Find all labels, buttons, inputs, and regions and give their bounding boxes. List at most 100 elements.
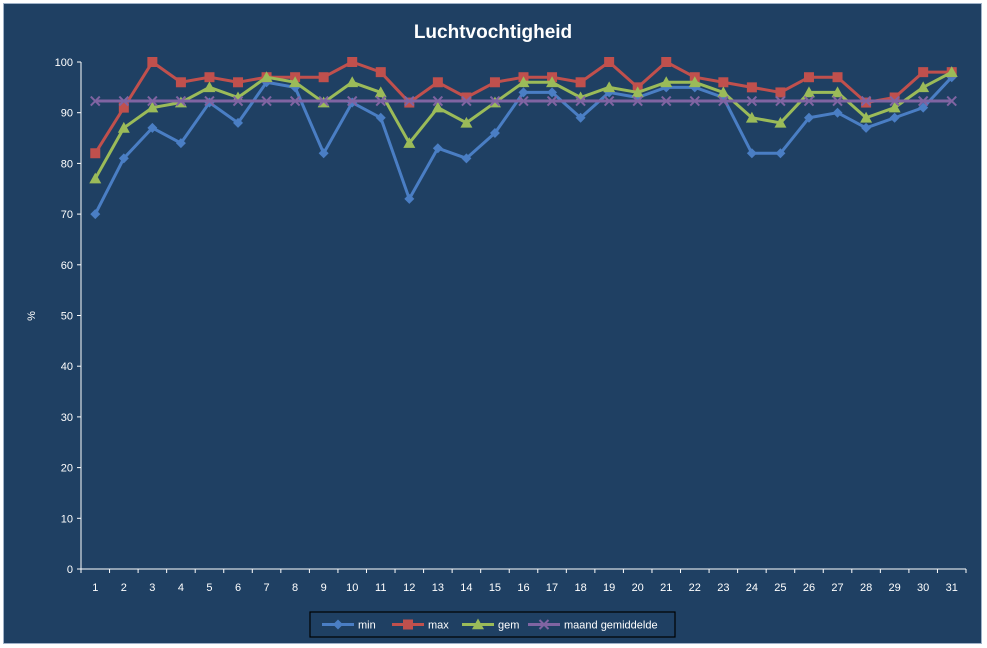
data-point bbox=[746, 148, 757, 159]
data-point bbox=[575, 77, 586, 88]
data-point bbox=[403, 137, 416, 148]
y-tick-label: 0 bbox=[67, 564, 73, 576]
data-point bbox=[746, 95, 758, 107]
data-point bbox=[375, 112, 386, 123]
data-point bbox=[118, 153, 129, 164]
chart-title: Luchtvochtigheid bbox=[414, 22, 572, 43]
data-point bbox=[90, 95, 101, 107]
x-tick-label: 14 bbox=[460, 582, 472, 594]
legend-label: max bbox=[428, 620, 449, 632]
y-tick-label: 70 bbox=[61, 209, 73, 221]
x-tick-label: 5 bbox=[206, 582, 212, 594]
data-point bbox=[745, 111, 758, 123]
x-tick-label: 2 bbox=[121, 582, 127, 594]
data-point bbox=[175, 77, 186, 88]
data-point bbox=[147, 95, 158, 107]
data-point bbox=[347, 57, 358, 67]
data-point bbox=[632, 95, 643, 107]
x-tick-label: 20 bbox=[632, 582, 644, 594]
data-point bbox=[831, 86, 844, 98]
data-point bbox=[603, 81, 616, 93]
data-point bbox=[261, 95, 272, 107]
legend: min max gem maand gemiddelde bbox=[309, 611, 676, 638]
x-tick-label: 7 bbox=[264, 582, 270, 594]
data-point bbox=[631, 86, 644, 98]
data-point bbox=[860, 95, 872, 107]
data-point bbox=[832, 95, 843, 107]
x-tick-label: 27 bbox=[831, 582, 843, 594]
data-point bbox=[404, 95, 415, 107]
data-point bbox=[575, 95, 586, 107]
legend-label: min bbox=[358, 620, 376, 632]
data-point bbox=[90, 209, 101, 220]
y-tick-label: 90 bbox=[61, 108, 73, 120]
data-point bbox=[660, 76, 673, 88]
y-tick-label: 60 bbox=[61, 260, 73, 272]
data-point bbox=[717, 86, 730, 98]
data-point bbox=[347, 95, 358, 107]
data-point bbox=[90, 148, 101, 159]
data-point bbox=[746, 82, 757, 93]
y-axis-label: % bbox=[26, 311, 38, 321]
data-point bbox=[803, 95, 815, 107]
data-point bbox=[404, 193, 415, 204]
y-tick-label: 40 bbox=[61, 361, 73, 373]
data-point bbox=[374, 86, 387, 98]
y-tick-label: 80 bbox=[61, 158, 73, 170]
series-maand-gemiddelde bbox=[90, 95, 957, 107]
x-tick-label: 21 bbox=[660, 582, 672, 594]
x-tick-label: 29 bbox=[889, 582, 901, 594]
x-tick-label: 15 bbox=[489, 582, 501, 594]
data-point bbox=[803, 112, 814, 123]
y-tick-label: 100 bbox=[55, 57, 73, 69]
y-tick-label: 50 bbox=[61, 311, 73, 323]
data-point bbox=[89, 172, 102, 184]
data-point bbox=[661, 95, 672, 107]
data-point bbox=[118, 95, 130, 107]
data-point bbox=[517, 76, 530, 88]
data-point bbox=[375, 67, 386, 78]
data-point bbox=[175, 138, 186, 149]
data-point bbox=[260, 71, 273, 83]
data-point bbox=[318, 148, 329, 159]
data-point bbox=[861, 122, 872, 133]
data-point bbox=[432, 143, 443, 154]
data-point bbox=[147, 122, 158, 133]
series-min bbox=[90, 72, 957, 220]
x-tick-label: 23 bbox=[717, 582, 729, 594]
data-point bbox=[832, 107, 843, 118]
data-point bbox=[917, 81, 930, 93]
x-tick-label: 4 bbox=[178, 582, 184, 594]
legend-label: maand gemiddelde bbox=[564, 620, 658, 632]
x-tick-label: 1 bbox=[92, 582, 98, 594]
x-tick-label: 28 bbox=[860, 582, 872, 594]
x-tick-label: 17 bbox=[546, 582, 558, 594]
data-point bbox=[917, 95, 929, 107]
x-tick-label: 13 bbox=[432, 582, 444, 594]
data-point bbox=[774, 116, 787, 128]
data-point bbox=[775, 95, 786, 107]
data-point bbox=[546, 76, 559, 88]
data-point bbox=[318, 95, 329, 107]
x-tick-label: 9 bbox=[321, 582, 327, 594]
data-point bbox=[832, 72, 843, 83]
data-point bbox=[604, 57, 615, 67]
data-point bbox=[146, 101, 159, 113]
x-tick-label: 3 bbox=[149, 582, 155, 594]
x-tick-label: 24 bbox=[746, 582, 758, 594]
data-point bbox=[289, 95, 301, 107]
data-point bbox=[489, 95, 501, 107]
data-point bbox=[718, 77, 729, 88]
y-tick-label: 30 bbox=[61, 412, 73, 424]
legend-swatch-marker bbox=[538, 619, 550, 630]
data-point bbox=[117, 121, 130, 133]
data-point bbox=[775, 87, 786, 98]
x-tick-label: 19 bbox=[603, 582, 615, 594]
data-point bbox=[889, 112, 900, 123]
x-tick-label: 16 bbox=[517, 582, 529, 594]
data-point bbox=[232, 95, 244, 107]
chart-frame: Luchtvochtigheid % 0 10 20 30 40 50 60 70 80 90 10… bbox=[3, 3, 982, 644]
series-max bbox=[90, 57, 957, 159]
data-point bbox=[375, 95, 386, 107]
data-point bbox=[889, 92, 900, 103]
